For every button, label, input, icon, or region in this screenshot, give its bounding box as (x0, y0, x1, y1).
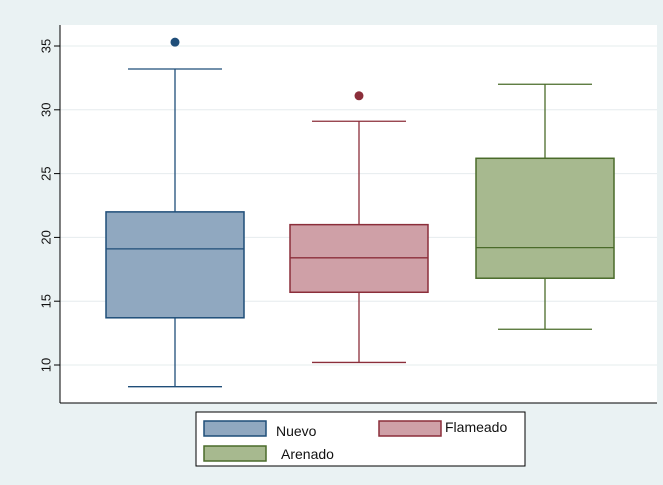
y-tick-label: 30 (39, 103, 54, 117)
iqr-box (475, 157, 615, 279)
y-tick-label: 20 (39, 230, 54, 244)
box-flameado (289, 91, 429, 364)
legend-label-flameado: Flameado (445, 419, 507, 435)
y-tick-label: 10 (39, 358, 54, 372)
y-tick-label: 25 (39, 166, 54, 180)
box-nuevo (105, 37, 245, 388)
iqr-box (105, 211, 245, 319)
legend-swatch-nuevo (203, 420, 267, 437)
y-tick-label: 35 (39, 39, 54, 53)
legend-label-arenado: Arenado (281, 446, 334, 462)
legend-swatch-flameado (378, 420, 442, 437)
legend-label-nuevo: Nuevo (276, 423, 317, 439)
outlier-point (170, 37, 180, 47)
y-tick-label: 15 (39, 294, 54, 308)
y-axis: 10 15 20 25 30 35 (39, 25, 657, 404)
outlier-point (354, 91, 364, 101)
legend-swatch-arenado (203, 445, 267, 462)
boxes-layer (105, 37, 615, 388)
box-arenado (475, 83, 615, 330)
legend: Nuevo Flameado Arenado (195, 411, 526, 467)
